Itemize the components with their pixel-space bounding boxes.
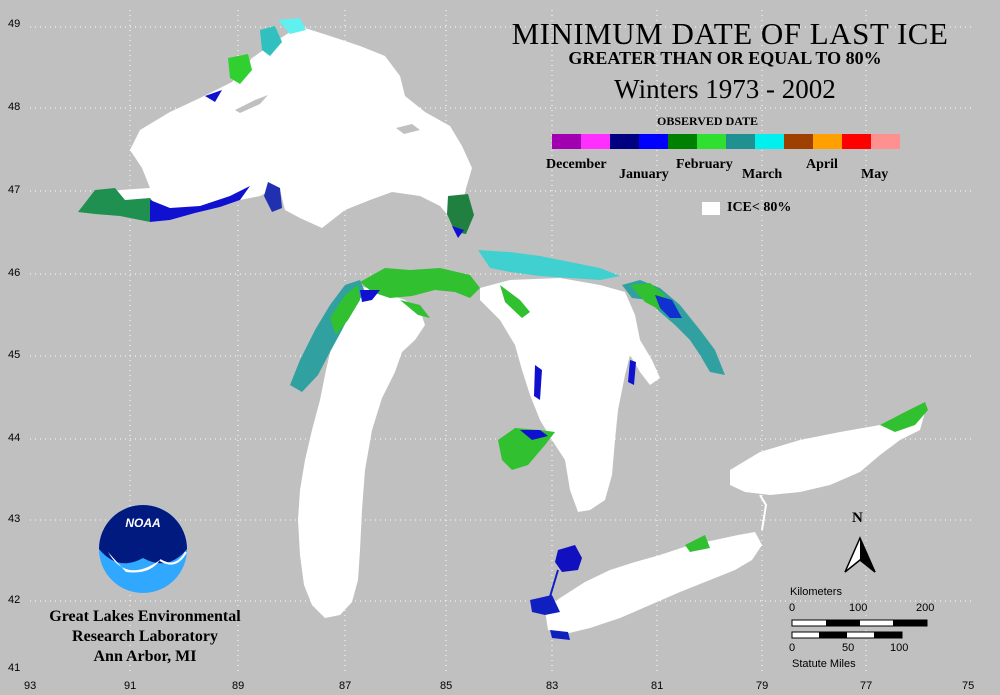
legend-swatch-4: [668, 134, 697, 149]
legend-swatch-8: [784, 134, 813, 149]
legend-swatch-6: [726, 134, 755, 149]
legend-month-may: May: [861, 167, 889, 182]
org-line-1: Great Lakes Environmental: [49, 608, 241, 625]
lake-superior: [82, 28, 472, 228]
legend-title: OBSERVED DATE: [657, 114, 759, 128]
lon-tick-77: 77: [860, 680, 873, 692]
legend-swatch-2: [610, 134, 639, 149]
legend-month-april: April: [806, 157, 838, 172]
lon-tick-91: 91: [124, 680, 137, 692]
georgian-bay-ice: [622, 280, 725, 375]
scale-km-tick-0: 0: [789, 602, 796, 614]
legend-swatch-11: [871, 134, 900, 149]
ice-legend-label: ICE< 80%: [727, 200, 792, 215]
legend-month-march: March: [742, 167, 783, 182]
org-line-3: Ann Arbor, MI: [93, 648, 197, 665]
lat-tick-49: 49: [8, 18, 21, 30]
lat-tick-41: 41: [8, 662, 21, 674]
map-title: MINIMUM DATE OF LAST ICE: [511, 16, 949, 51]
lon-tick-83: 83: [546, 680, 559, 692]
lon-tick-81: 81: [651, 680, 664, 692]
organization-credit: Great Lakes Environmental Research Labor…: [20, 607, 270, 667]
noaa-logo: [99, 505, 187, 593]
scale-mi-tick-50: 50: [842, 642, 855, 654]
scale-mi-tick-100: 100: [890, 642, 909, 654]
legend-swatch-1: [581, 134, 610, 149]
lat-tick-48: 48: [8, 101, 21, 113]
lat-tick-46: 46: [8, 267, 21, 279]
map-subtitle: GREATER THAN OR EQUAL TO 80%: [568, 48, 882, 68]
lake-st-clair: [555, 545, 582, 572]
scale-mi-tick-0: 0: [789, 642, 796, 654]
lat-tick-45: 45: [8, 349, 21, 361]
legend-month-december: December: [546, 157, 607, 172]
noaa-logo-text: NOAA: [125, 516, 161, 530]
scale-bar: [791, 619, 928, 639]
legend-swatch-3: [639, 134, 668, 149]
isle-royale: [235, 95, 268, 113]
ice-legend-swatch: [702, 202, 720, 215]
lon-tick-89: 89: [232, 680, 245, 692]
legend-month-january: January: [619, 167, 669, 182]
lat-tick-47: 47: [8, 184, 21, 196]
legend-swatch-0: [552, 134, 581, 149]
lon-tick-79: 79: [756, 680, 769, 692]
lake-michigan: [298, 285, 425, 618]
legend-month-february: February: [676, 157, 733, 172]
lon-tick-85: 85: [440, 680, 453, 692]
lat-tick-42: 42: [8, 594, 21, 606]
lon-tick-75: 75: [962, 680, 975, 692]
legend-swatch-9: [813, 134, 842, 149]
huron-north-channel: [478, 250, 620, 280]
scale-km-label: Kilometers: [790, 586, 842, 598]
scale-km-tick-100: 100: [849, 602, 868, 614]
superior-ice-west: [78, 188, 160, 222]
lake-huron: [480, 278, 660, 512]
lon-tick-87: 87: [339, 680, 352, 692]
legend-swatch-7: [755, 134, 784, 149]
lat-tick-44: 44: [8, 432, 21, 444]
lon-tick-93: 93: [24, 680, 37, 692]
org-line-2: Research Laboratory: [72, 628, 218, 645]
north-label: N: [852, 510, 863, 526]
legend-swatch-10: [842, 134, 871, 149]
lat-tick-43: 43: [8, 513, 21, 525]
map-period: Winters 1973 - 2002: [614, 74, 836, 104]
lake-ontario: [730, 412, 925, 495]
legend-color-bar: [552, 134, 900, 149]
lake-erie: [545, 532, 762, 634]
scale-km-tick-200: 200: [916, 602, 935, 614]
scale-mi-label: Statute Miles: [792, 658, 856, 670]
legend-swatch-5: [697, 134, 726, 149]
